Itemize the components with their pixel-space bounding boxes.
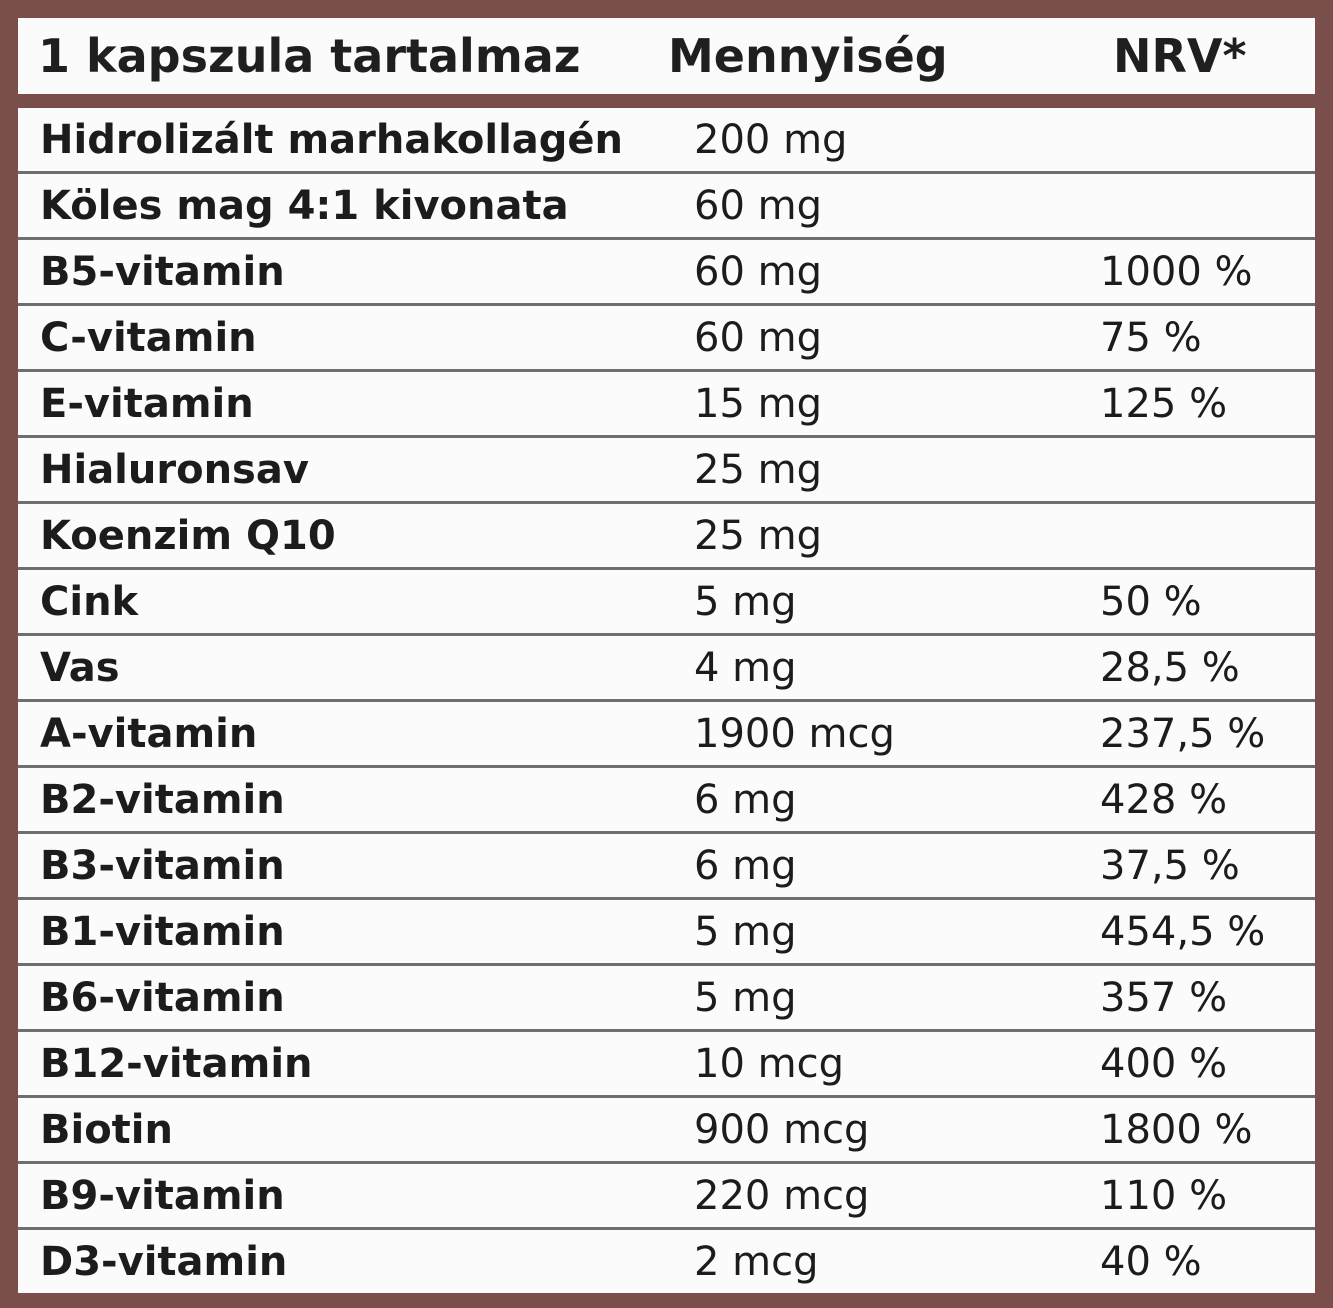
table-row: Koenzim Q10 25 mg [18, 504, 1315, 570]
ingredient-nrv: 237,5 % [1100, 710, 1266, 757]
ingredient-name: Vas [40, 644, 120, 691]
ingredient-name: B3-vitamin [40, 842, 285, 889]
ingredient-name: B1-vitamin [40, 908, 285, 955]
ingredient-name: Hialuronsav [40, 446, 309, 493]
ingredient-amount: 60 mg [694, 314, 822, 361]
ingredient-amount: 60 mg [694, 248, 822, 295]
ingredient-amount: 5 mg [694, 908, 797, 955]
ingredient-nrv: 1800 % [1100, 1106, 1253, 1153]
ingredient-name: B5-vitamin [40, 248, 285, 295]
ingredient-nrv: 110 % [1100, 1172, 1228, 1219]
ingredient-name: B12-vitamin [40, 1040, 313, 1087]
ingredient-name: A-vitamin [40, 710, 258, 757]
ingredient-amount: 60 mg [694, 182, 822, 229]
table-row: D3-vitamin 2 mcg 40 % [18, 1230, 1315, 1293]
ingredient-name: D3-vitamin [40, 1238, 288, 1285]
ingredient-amount: 25 mg [694, 512, 822, 559]
ingredient-nrv: 125 % [1100, 380, 1228, 427]
table-row: B9-vitamin 220 mcg 110 % [18, 1164, 1315, 1230]
ingredient-nrv: 75 % [1100, 314, 1202, 361]
ingredient-amount: 5 mg [694, 578, 797, 625]
ingredient-nrv: 357 % [1100, 974, 1228, 1021]
ingredient-name: Biotin [40, 1106, 173, 1153]
ingredient-nrv: 28,5 % [1100, 644, 1240, 691]
ingredient-name: C-vitamin [40, 314, 257, 361]
ingredient-amount: 6 mg [694, 842, 797, 889]
ingredient-amount: 10 mcg [694, 1040, 844, 1087]
table-row: B5-vitamin 60 mg 1000 % [18, 240, 1315, 306]
ingredient-name: Hidrolizált marhakollagén [40, 116, 624, 163]
ingredient-nrv: 50 % [1100, 578, 1202, 625]
ingredient-nrv: 454,5 % [1100, 908, 1266, 955]
ingredient-amount: 15 mg [694, 380, 822, 427]
table-row: Köles mag 4:1 kivonata 60 mg [18, 174, 1315, 240]
table-row: Biotin 900 mcg 1800 % [18, 1098, 1315, 1164]
table-row: B1-vitamin 5 mg 454,5 % [18, 900, 1315, 966]
ingredient-amount: 5 mg [694, 974, 797, 1021]
ingredient-amount: 6 mg [694, 776, 797, 823]
table-row: A-vitamin 1900 mcg 237,5 % [18, 702, 1315, 768]
ingredient-nrv: 40 % [1100, 1238, 1202, 1285]
ingredient-name: Cink [40, 578, 139, 625]
ingredient-amount: 220 mcg [694, 1172, 870, 1219]
table-row: B2-vitamin 6 mg 428 % [18, 768, 1315, 834]
ingredient-amount: 1900 mcg [694, 710, 895, 757]
ingredient-nrv: 400 % [1100, 1040, 1228, 1087]
ingredient-amount: 200 mg [694, 116, 848, 163]
ingredient-nrv: 37,5 % [1100, 842, 1240, 889]
ingredient-name: B2-vitamin [40, 776, 285, 823]
header-nrv: NRV* [1113, 29, 1247, 83]
header-amount: Mennyiség [668, 29, 948, 83]
ingredient-nrv: 428 % [1100, 776, 1228, 823]
table-row: C-vitamin 60 mg 75 % [18, 306, 1315, 372]
ingredient-name: B6-vitamin [40, 974, 285, 1021]
header-ingredient: 1 kapszula tartalmaz [38, 29, 581, 83]
ingredient-name: Köles mag 4:1 kivonata [40, 182, 569, 229]
ingredient-name: Koenzim Q10 [40, 512, 336, 559]
ingredient-amount: 25 mg [694, 446, 822, 493]
table-row: Cink 5 mg 50 % [18, 570, 1315, 636]
ingredient-amount: 4 mg [694, 644, 797, 691]
table-row: B3-vitamin 6 mg 37,5 % [18, 834, 1315, 900]
table-row: Hialuronsav 25 mg [18, 438, 1315, 504]
table-body: Hidrolizált marhakollagén 200 mg Köles mag… [18, 108, 1315, 1293]
table-row: B12-vitamin 10 mcg 400 % [18, 1032, 1315, 1098]
table-row: B6-vitamin 5 mg 357 % [18, 966, 1315, 1032]
ingredient-amount: 900 mcg [694, 1106, 870, 1153]
ingredient-amount: 2 mcg [694, 1238, 819, 1285]
table-row: E-vitamin 15 mg 125 % [18, 372, 1315, 438]
ingredient-name: B9-vitamin [40, 1172, 285, 1219]
ingredient-name: E-vitamin [40, 380, 254, 427]
table-row: Vas 4 mg 28,5 % [18, 636, 1315, 702]
table-header: 1 kapszula tartalmaz Mennyiség NRV* [18, 18, 1315, 94]
table-row: Hidrolizált marhakollagén 200 mg [18, 108, 1315, 174]
ingredient-nrv: 1000 % [1100, 248, 1253, 295]
